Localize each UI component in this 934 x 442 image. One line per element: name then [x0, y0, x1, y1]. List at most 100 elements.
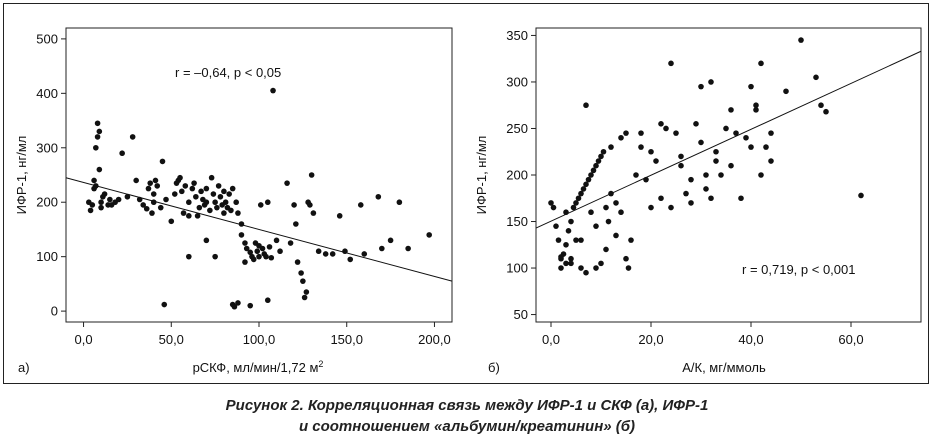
- data-point: [87, 207, 94, 214]
- data-point: [578, 265, 584, 271]
- data-point: [688, 176, 694, 183]
- data-point: [613, 200, 619, 206]
- data-point: [264, 199, 271, 206]
- data-point: [583, 269, 589, 276]
- data-point: [191, 180, 197, 186]
- data-point: [768, 130, 774, 136]
- data-point: [270, 87, 276, 94]
- data-point: [159, 158, 166, 165]
- data-point: [678, 162, 684, 169]
- data-point: [550, 204, 557, 211]
- x-tick-label: 200,0: [418, 332, 451, 347]
- data-point: [823, 108, 829, 115]
- data-point: [203, 237, 210, 244]
- data-point: [361, 251, 368, 257]
- data-point: [548, 200, 554, 206]
- data-point: [264, 297, 271, 304]
- data-point: [287, 240, 294, 246]
- data-point: [203, 185, 210, 192]
- data-point: [93, 144, 99, 151]
- data-point: [310, 210, 317, 216]
- data-point: [217, 193, 224, 200]
- data-point: [613, 232, 619, 239]
- data-point: [98, 199, 104, 206]
- data-point: [573, 200, 579, 206]
- figure-canvas: 0 100 200 300 400 500 0,0 50,0 100,0 150,0 200,0 ИФ…: [14, 27, 922, 375]
- data-point: [563, 209, 569, 216]
- correlation-annotation: r = 0,719, p < 0,001: [742, 262, 855, 277]
- data-point: [387, 237, 394, 244]
- y-tick-label: 150: [506, 214, 528, 229]
- data-point: [753, 107, 759, 113]
- data-point: [768, 158, 774, 164]
- y-tick-label: 500: [36, 31, 58, 46]
- data-point: [600, 148, 607, 155]
- data-point: [748, 83, 754, 90]
- data-point: [668, 204, 674, 211]
- data-point: [643, 176, 649, 183]
- data-point: [186, 253, 192, 260]
- data-point: [186, 213, 192, 219]
- data-point: [196, 204, 203, 211]
- data-point: [708, 79, 714, 85]
- x-tick-label: 50,0: [159, 332, 184, 347]
- data-point: [301, 294, 308, 301]
- data-point: [256, 253, 262, 260]
- y-axis-label: ИФР-1, нг/мл: [14, 136, 29, 215]
- data-point: [336, 213, 343, 219]
- data-point: [133, 177, 139, 184]
- data-point: [208, 174, 215, 181]
- data-point: [266, 244, 273, 250]
- data-point: [129, 134, 136, 140]
- data-point: [648, 148, 654, 155]
- data-point: [585, 176, 592, 183]
- x-tick-label: 60,0: [838, 332, 863, 347]
- x-axis-label: рСКФ, мл/мин/1,72 м2: [193, 359, 324, 375]
- data-point: [638, 144, 644, 150]
- data-point: [555, 237, 562, 243]
- data-point: [608, 144, 614, 150]
- data-point: [115, 196, 122, 203]
- data-point: [748, 144, 754, 150]
- data-point: [595, 158, 602, 164]
- x-tick-label: 40,0: [738, 332, 763, 347]
- data-point: [235, 210, 241, 216]
- data-point: [194, 213, 201, 219]
- data-point: [177, 174, 183, 181]
- data-point: [284, 180, 290, 186]
- data-point: [758, 60, 764, 67]
- data-point: [238, 221, 245, 227]
- data-point: [703, 172, 709, 178]
- data-point: [247, 302, 254, 309]
- data-point: [568, 260, 574, 267]
- correlation-annotation: r = –0,64, p < 0,05: [175, 65, 281, 80]
- data-point: [171, 191, 178, 197]
- x-tick-label: 0,0: [542, 332, 560, 347]
- x-tick-label: 20,0: [638, 332, 663, 347]
- data-point: [688, 200, 694, 206]
- y-tick-label: 200: [506, 168, 528, 183]
- data-point: [207, 207, 213, 214]
- data-point: [673, 130, 679, 136]
- y-tick-label: 300: [506, 74, 528, 89]
- data-point: [291, 202, 297, 208]
- data-point: [150, 199, 157, 206]
- data-point: [618, 209, 624, 216]
- data-point: [558, 265, 564, 271]
- data-point: [718, 172, 724, 178]
- data-point: [263, 253, 269, 260]
- data-point: [813, 74, 819, 81]
- data-point: [107, 196, 113, 203]
- data-point: [628, 237, 634, 243]
- data-point: [189, 185, 196, 192]
- data-point: [357, 202, 364, 208]
- data-point: [329, 251, 336, 257]
- data-point: [565, 228, 572, 234]
- x-tick-label: 100,0: [243, 332, 276, 347]
- data-point: [575, 195, 582, 202]
- data-point: [593, 265, 599, 271]
- data-point: [150, 191, 157, 197]
- data-point: [303, 289, 310, 295]
- panel-letter: б): [488, 360, 500, 375]
- y-tick-label: 200: [36, 195, 58, 210]
